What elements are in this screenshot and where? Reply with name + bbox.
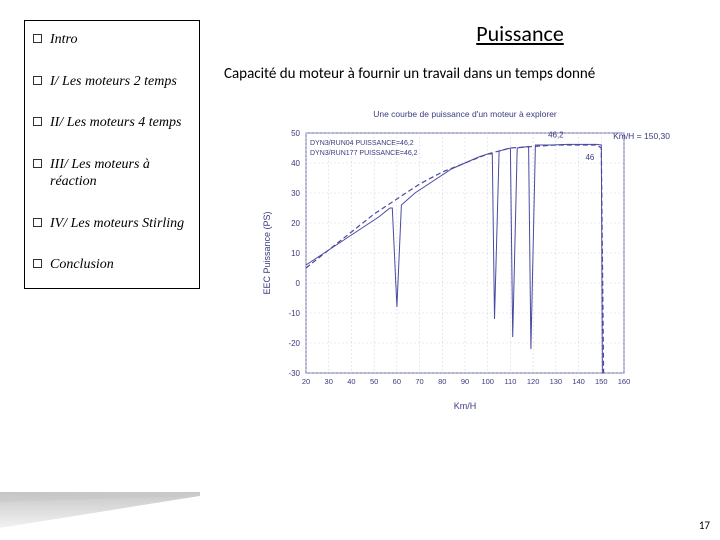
svg-text:-10: -10 (288, 309, 300, 318)
svg-text:46: 46 (585, 153, 594, 162)
svg-text:Km/H = 150,30: Km/H = 150,30 (613, 131, 670, 141)
nav-label: III/ Les moteurs à réaction (50, 156, 191, 191)
page-title: Puissance (224, 20, 696, 47)
svg-text:46,2: 46,2 (548, 130, 564, 139)
svg-text:160: 160 (618, 377, 631, 386)
decorative-shadow (0, 492, 200, 528)
svg-text:Une courbe de puissance d'un m: Une courbe de puissance d'un moteur à ex… (373, 109, 557, 119)
content-panel: Puissance Capacité du moteur à fournir u… (224, 20, 696, 415)
svg-text:EEC Puissance (PS): EEC Puissance (PS) (262, 211, 272, 294)
svg-text:140: 140 (572, 377, 585, 386)
svg-text:90: 90 (461, 377, 469, 386)
svg-text:Km/H: Km/H (454, 401, 477, 411)
nav-label: I/ Les moteurs 2 temps (50, 73, 191, 91)
svg-text:30: 30 (291, 189, 300, 198)
nav-item-iii[interactable]: III/ Les moteurs à réaction (33, 156, 191, 191)
svg-text:50: 50 (370, 377, 378, 386)
nav-label: IV/ Les moteurs Stirling (50, 215, 191, 233)
nav-item-conclusion[interactable]: Conclusion (33, 256, 191, 274)
svg-text:30: 30 (325, 377, 333, 386)
nav-item-intro[interactable]: Intro (33, 31, 191, 49)
svg-text:80: 80 (438, 377, 446, 386)
svg-text:120: 120 (527, 377, 540, 386)
svg-text:DYN3/RUN04 PUISSANCE=46,2: DYN3/RUN04 PUISSANCE=46,2 (310, 140, 414, 147)
svg-text:110: 110 (504, 377, 516, 386)
svg-text:20: 20 (291, 219, 300, 228)
nav-item-ii[interactable]: II/ Les moteurs 4 temps (33, 114, 191, 132)
svg-text:DYN3/RUN177 PUISSANCE=46,2: DYN3/RUN177 PUISSANCE=46,2 (310, 150, 418, 157)
svg-text:20: 20 (302, 377, 310, 386)
svg-text:-20: -20 (288, 339, 300, 348)
svg-text:40: 40 (291, 159, 300, 168)
nav-label: Intro (50, 31, 191, 49)
svg-text:0: 0 (296, 279, 301, 288)
svg-text:-30: -30 (288, 369, 300, 378)
svg-text:70: 70 (415, 377, 423, 386)
svg-text:50: 50 (291, 129, 300, 138)
svg-text:60: 60 (393, 377, 401, 386)
svg-text:150: 150 (595, 377, 608, 386)
page-number: 17 (699, 519, 710, 532)
bullet-icon (33, 218, 42, 227)
power-chart: Une courbe de puissance d'un moteur à ex… (254, 105, 674, 415)
bullet-icon (33, 159, 42, 168)
svg-text:130: 130 (550, 377, 563, 386)
svg-text:10: 10 (291, 249, 300, 258)
body-text: Capacité du moteur à fournir un travail … (224, 65, 696, 85)
bullet-icon (33, 259, 42, 268)
bullet-icon (33, 117, 42, 126)
nav-label: Conclusion (50, 256, 191, 274)
nav-item-i[interactable]: I/ Les moteurs 2 temps (33, 73, 191, 91)
svg-text:40: 40 (347, 377, 355, 386)
nav-label: II/ Les moteurs 4 temps (50, 114, 191, 132)
nav-item-iv[interactable]: IV/ Les moteurs Stirling (33, 215, 191, 233)
bullet-icon (33, 76, 42, 85)
nav-panel: Intro I/ Les moteurs 2 temps II/ Les mot… (24, 20, 200, 289)
svg-text:100: 100 (481, 377, 494, 386)
bullet-icon (33, 34, 42, 43)
